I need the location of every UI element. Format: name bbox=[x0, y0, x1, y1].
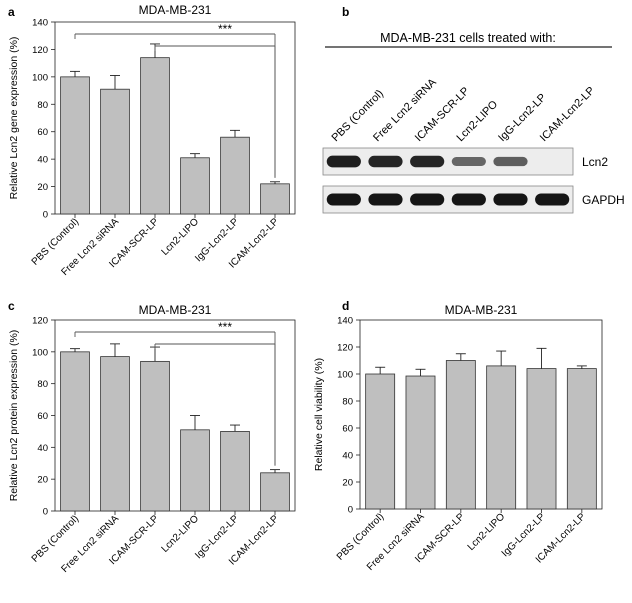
y-axis-label: Relative Lcn2 gene expression (%) bbox=[8, 37, 20, 200]
blot-band bbox=[451, 157, 486, 166]
bar bbox=[180, 157, 210, 215]
bar bbox=[566, 368, 597, 510]
panel-b-western-blot: MDA-MB-231 cells treated with:PBS (Contr… bbox=[322, 31, 625, 214]
bar bbox=[486, 365, 517, 510]
y-tick-label: 100 bbox=[337, 370, 353, 381]
blot-band bbox=[535, 193, 570, 206]
y-tick-label: 80 bbox=[342, 397, 353, 408]
y-tick-label: 120 bbox=[32, 45, 48, 56]
chart-title: MDA-MB-231 bbox=[139, 303, 212, 317]
bar bbox=[365, 373, 396, 510]
blot-band bbox=[410, 193, 445, 206]
bar bbox=[100, 356, 130, 512]
bar bbox=[260, 472, 290, 512]
y-tick-label: 80 bbox=[37, 379, 48, 390]
chart-title: MDA-MB-231 bbox=[139, 3, 212, 17]
y-tick-label: 120 bbox=[337, 343, 353, 354]
panel-letter-a: a bbox=[8, 5, 15, 19]
bar bbox=[526, 368, 557, 510]
y-tick-label: 140 bbox=[337, 316, 353, 327]
bar bbox=[60, 76, 90, 215]
blot-row-label: Lcn2 bbox=[582, 155, 608, 169]
blot-band bbox=[326, 155, 361, 168]
y-tick-label: 20 bbox=[37, 475, 48, 486]
y-tick-label: 120 bbox=[32, 316, 48, 327]
y-tick-label: 40 bbox=[37, 443, 48, 454]
bar bbox=[100, 88, 130, 215]
significance-label: *** bbox=[218, 320, 232, 334]
bar bbox=[220, 136, 250, 215]
plot-frame bbox=[54, 21, 296, 215]
blot-strip bbox=[322, 185, 574, 214]
plot-frame bbox=[54, 319, 296, 512]
bar bbox=[220, 431, 250, 512]
bar bbox=[260, 183, 290, 215]
y-tick-label: 0 bbox=[348, 505, 353, 516]
bar bbox=[140, 360, 170, 512]
x-tick-label: Lcn2-LIPO bbox=[466, 511, 508, 553]
blot-band bbox=[410, 155, 445, 168]
y-axis-label: Relative Lcn2 protein expression (%) bbox=[8, 330, 20, 502]
y-tick-label: 80 bbox=[37, 100, 48, 111]
lane-label: ICAM-Lcn2-LP bbox=[538, 85, 597, 144]
panel-d-cell-viability-chart: MDA-MB-231 0 20 40 60 80 100 120 140 Relative cel… bbox=[313, 303, 603, 573]
y-tick-label: 100 bbox=[32, 72, 48, 83]
x-tick-label: Lcn2-LIPO bbox=[160, 513, 202, 555]
significance-label: *** bbox=[218, 22, 232, 36]
panel-letter-d: d bbox=[342, 299, 349, 313]
blot-row-label: GAPDH bbox=[582, 193, 625, 207]
y-tick-label: 40 bbox=[37, 155, 48, 166]
lane-label: Lcn2-LIPO bbox=[454, 98, 500, 144]
bar bbox=[180, 429, 210, 512]
y-tick-label: 0 bbox=[43, 210, 48, 221]
y-axis-label: Relative cell viability (%) bbox=[313, 358, 325, 471]
panel-letter-b: b bbox=[342, 5, 349, 19]
blot-band bbox=[368, 193, 403, 206]
y-tick-label: 20 bbox=[37, 182, 48, 193]
y-tick-label: 60 bbox=[37, 127, 48, 138]
y-tick-label: 20 bbox=[342, 478, 353, 489]
y-tick-label: 100 bbox=[32, 347, 48, 358]
blot-band bbox=[451, 193, 486, 206]
blot-title: MDA-MB-231 cells treated with: bbox=[380, 31, 556, 45]
x-tick-label: Lcn2-LIPO bbox=[160, 216, 202, 258]
y-tick-label: 40 bbox=[342, 451, 353, 462]
panel-letter-c: c bbox=[8, 299, 15, 313]
y-tick-label: 140 bbox=[32, 18, 48, 29]
plot-frame bbox=[359, 319, 603, 510]
bar bbox=[405, 375, 436, 510]
panel-c-protein-expression-chart: MDA-MB-231 0 20 40 60 80 100 120 Relative Lcn2 p… bbox=[8, 303, 296, 575]
bar bbox=[60, 351, 90, 512]
blot-strip bbox=[322, 147, 574, 176]
blot-band bbox=[493, 156, 528, 167]
blot-band bbox=[493, 193, 528, 206]
blot-band bbox=[326, 193, 361, 206]
bar bbox=[445, 360, 476, 510]
y-tick-label: 0 bbox=[43, 507, 48, 518]
chart-title: MDA-MB-231 bbox=[445, 303, 518, 317]
y-tick-label: 60 bbox=[342, 424, 353, 435]
bar bbox=[140, 57, 170, 215]
y-tick-label: 60 bbox=[37, 411, 48, 422]
blot-band bbox=[368, 155, 403, 168]
panel-a-gene-expression-chart: MDA-MB-231 0 20 40 60 80 100 120 140 Relative Lcn… bbox=[8, 3, 296, 278]
